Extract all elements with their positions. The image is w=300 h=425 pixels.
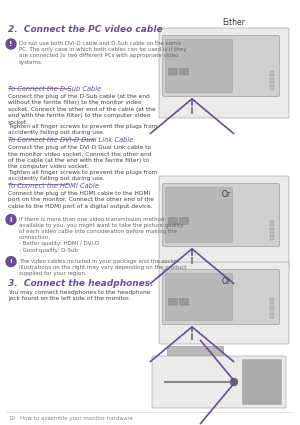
Bar [270,313,274,318]
Circle shape [6,257,16,266]
Text: Either: Either [222,18,245,27]
FancyBboxPatch shape [169,68,177,75]
Text: To Connect the D-Sub Cable: To Connect the D-Sub Cable [8,86,101,92]
Text: 2.  Connect the PC video cable: 2. Connect the PC video cable [8,25,163,34]
Bar [270,306,274,311]
Bar [270,78,274,83]
Circle shape [6,215,16,224]
Text: Or: Or [222,190,231,199]
Bar [270,85,274,90]
FancyBboxPatch shape [169,298,177,305]
FancyBboxPatch shape [163,269,280,325]
Text: Connect the plug of the HDMI cable to the HDMI
port on the monitor. Connect the : Connect the plug of the HDMI cable to th… [8,191,154,209]
Text: You may connect headphones to the headphone
jack found on the left side of the m: You may connect headphones to the headph… [8,289,151,301]
Text: If there is more than one video transmission method
available to you, you might : If there is more than one video transmis… [19,217,183,252]
Text: The video cables included in your package and the socket
illustrations on the ri: The video cables included in your packag… [19,258,186,276]
Text: Tighten all finger screws to prevent the plugs from
accidently falling out durin: Tighten all finger screws to prevent the… [8,124,158,136]
FancyBboxPatch shape [163,36,280,96]
FancyBboxPatch shape [159,28,289,118]
FancyBboxPatch shape [180,218,188,224]
Text: 3.  Connect the headphones.: 3. Connect the headphones. [8,279,154,288]
FancyBboxPatch shape [152,356,286,408]
Text: To Connect the HDMI Cable: To Connect the HDMI Cable [8,183,99,189]
Text: Tighten all finger screws to prevent the plugs from
accidently falling out durin: Tighten all finger screws to prevent the… [8,170,158,181]
Text: Or: Or [222,277,231,286]
FancyBboxPatch shape [166,40,232,93]
FancyBboxPatch shape [169,218,177,224]
Circle shape [6,39,16,49]
FancyBboxPatch shape [167,346,224,360]
Text: Do not use both DVI-D cable and D-Sub cable on the same
PC. The only case in whi: Do not use both DVI-D cable and D-Sub ca… [19,41,187,65]
FancyBboxPatch shape [166,187,232,243]
FancyBboxPatch shape [179,267,206,281]
Circle shape [230,379,238,385]
Text: To Connect the DVI-D Dual Link Cable: To Connect the DVI-D Dual Link Cable [8,137,134,143]
Bar [270,221,274,226]
Text: !: ! [9,41,13,47]
Bar [270,299,274,304]
Text: How to assemble your monitor hardware: How to assemble your monitor hardware [20,416,133,421]
FancyBboxPatch shape [166,274,232,320]
Text: !: ! [10,259,12,264]
FancyBboxPatch shape [180,298,188,305]
Bar [270,71,274,76]
FancyBboxPatch shape [180,68,188,75]
Text: Connect the plug of the D-Sub cable (at the end
without the ferrite filter) to t: Connect the plug of the D-Sub cable (at … [8,94,156,125]
FancyBboxPatch shape [159,262,289,344]
Bar [270,235,274,240]
FancyBboxPatch shape [242,360,281,405]
Text: Connect the plug of the DVI-D Dual Link cable to
the monitor video socket. Conne: Connect the plug of the DVI-D Dual Link … [8,145,152,170]
FancyBboxPatch shape [163,184,280,246]
Text: i: i [10,217,12,223]
FancyBboxPatch shape [159,176,289,268]
Text: 10: 10 [8,416,15,421]
Bar [270,228,274,233]
